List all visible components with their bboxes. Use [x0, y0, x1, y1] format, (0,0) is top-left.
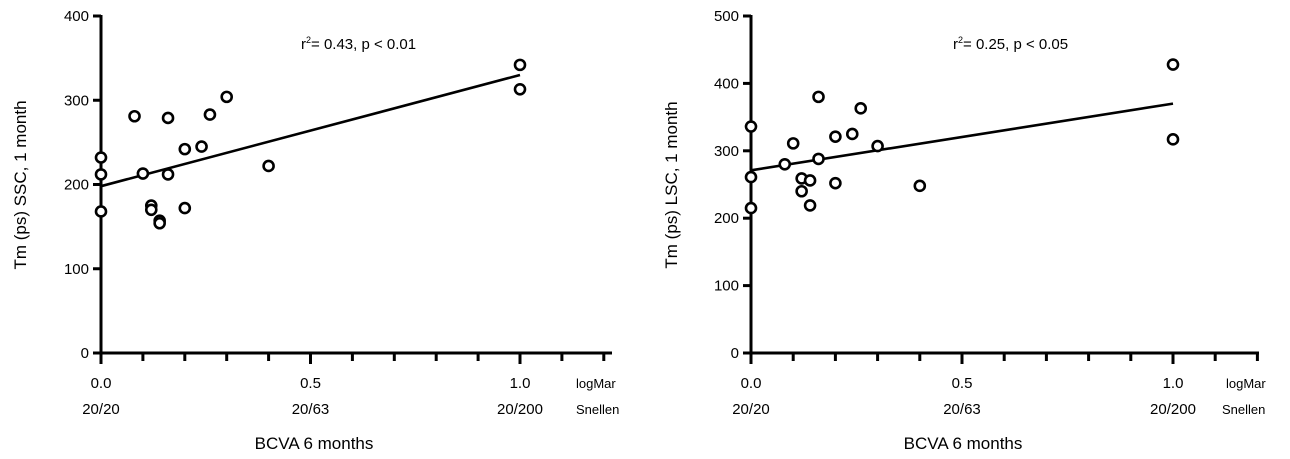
left-x-tick-label-logmar: 1.0: [510, 375, 531, 392]
right-data-point: [786, 137, 800, 150]
left-y-tick-label: 200: [64, 177, 89, 194]
left-data-point: [203, 108, 217, 121]
left-y-tick-label: 300: [64, 92, 89, 109]
right-snellen-label: Snellen: [1222, 402, 1265, 417]
left-y-tick-label: 100: [64, 261, 89, 278]
left-data-point: [161, 168, 175, 181]
left-x-tick-label-logmar: 0.0: [91, 375, 112, 392]
right-data-point: [913, 179, 927, 193]
left-data-point: [262, 159, 275, 173]
right-data-point: [803, 174, 817, 187]
left-panel: Tm (ps) SSC, 1 month BCVA 6 months r2= 0…: [11, 8, 619, 453]
left-data-point: [94, 205, 108, 218]
left-data-point: [178, 201, 192, 215]
left-y-tick-label: 0: [81, 345, 89, 362]
left-stat-annotation: r2= 0.43, p < 0.01: [301, 35, 416, 53]
right-data-point: [744, 170, 758, 184]
left-data-point: [144, 203, 158, 217]
right-data-point: [1166, 133, 1180, 146]
left-data-point: [220, 90, 233, 104]
left-x-tick-label-snellen: 20/200: [497, 401, 543, 418]
left-data-point: [513, 82, 527, 96]
right-data-point: [845, 127, 859, 141]
right-logmar-label: logMar: [1226, 376, 1266, 391]
left-data-point: [136, 167, 150, 180]
right-stat-annotation: r2= 0.25, p < 0.05: [953, 35, 1068, 53]
left-data-point: [128, 109, 141, 123]
left-y-axis-title: Tm (ps) SSC, 1 month: [11, 100, 30, 269]
left-logmar-label: logMar: [576, 376, 616, 391]
right-data-point: [871, 139, 884, 153]
right-y-tick-label: 500: [714, 8, 739, 25]
left-snellen-label: Snellen: [576, 402, 619, 417]
right-data-point: [854, 102, 868, 115]
right-data-point: [829, 176, 842, 190]
right-data-point: [744, 120, 758, 133]
right-data-point: [812, 90, 825, 104]
left-x-axis-title: BCVA 6 months: [255, 434, 374, 453]
right-data-point: [1166, 58, 1180, 71]
left-data-point: [94, 151, 108, 164]
left-data-point: [178, 142, 192, 156]
right-data-point: [795, 184, 808, 198]
left-y-tick-label: 400: [64, 8, 89, 25]
right-panel: Tm (ps) LSC, 1 month BCVA 6 months r2= 0…: [662, 8, 1266, 453]
right-data-point: [744, 201, 758, 215]
right-y-tick-label: 0: [731, 345, 739, 362]
right-y-axis-title: Tm (ps) LSC, 1 month: [662, 101, 681, 268]
right-x-tick-label-snellen: 20/200: [1150, 401, 1196, 418]
right-x-axis-title: BCVA 6 months: [904, 434, 1023, 453]
right-x-tick-label-snellen: 20/20: [732, 401, 770, 418]
right-x-tick-label-logmar: 1.0: [1163, 375, 1184, 392]
right-data-point: [829, 130, 842, 143]
left-x-tick-label-logmar: 0.5: [300, 375, 321, 392]
left-data-point: [513, 58, 527, 72]
left-regression-line: [100, 73, 521, 188]
left-data-point: [94, 168, 108, 181]
right-x-tick-label-logmar: 0.5: [952, 375, 973, 392]
right-x-tick-label-logmar: 0.0: [741, 375, 762, 392]
right-data-point: [812, 152, 825, 166]
right-y-tick-label: 100: [714, 278, 739, 295]
left-data-point: [161, 111, 175, 125]
right-y-tick-label: 300: [714, 143, 739, 160]
left-data-point: [195, 140, 208, 153]
right-data-point: [778, 157, 792, 171]
left-x-tick-label-snellen: 20/63: [292, 401, 330, 418]
right-x-tick-label-snellen: 20/63: [943, 401, 981, 418]
right-data-point: [803, 199, 817, 212]
left-data-point: [153, 216, 166, 230]
left-x-tick-label-snellen: 20/20: [82, 401, 120, 418]
right-y-tick-label: 200: [714, 210, 739, 227]
right-y-tick-label: 400: [714, 75, 739, 92]
